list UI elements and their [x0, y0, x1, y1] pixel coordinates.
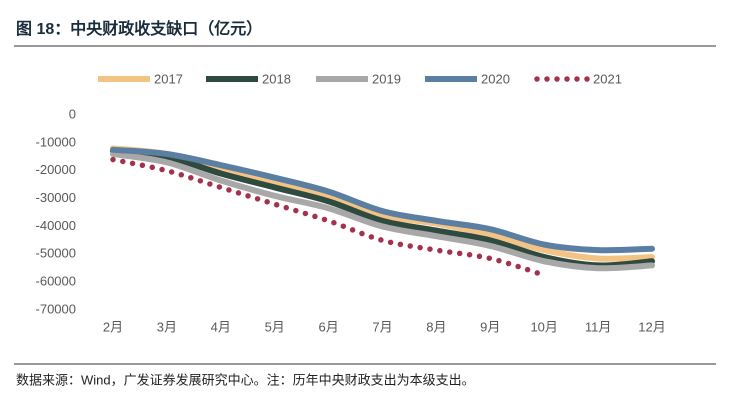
legend-label: 2018	[262, 71, 291, 86]
x-tick-label: 4月	[211, 319, 231, 334]
y-tick-label: -70000	[36, 301, 76, 316]
series-line	[110, 151, 655, 272]
y-tick-label: -10000	[36, 134, 76, 149]
x-tick-label: 11月	[585, 319, 612, 334]
y-tick-label: -30000	[36, 190, 76, 205]
source-note: 数据来源：Wind，广发证券发展研究中心。注：历年中央财政支出为本级支出。	[16, 372, 475, 387]
x-tick-label: 2月	[103, 319, 123, 334]
legend-label: 2021	[593, 71, 622, 86]
series-line	[110, 156, 547, 278]
y-tick-label: -50000	[36, 246, 76, 261]
chart-title: 图 18：中央财政收支缺口（亿元）	[16, 19, 262, 38]
legend-label: 2017	[154, 71, 183, 86]
y-tick-label: -60000	[36, 274, 76, 289]
y-tick-label: 0	[69, 106, 76, 121]
x-tick-label: 7月	[372, 319, 392, 334]
x-tick-label: 3月	[157, 319, 177, 334]
x-tick-label: 8月	[426, 319, 446, 334]
series-line	[110, 148, 655, 269]
legend-label: 2019	[372, 71, 401, 86]
x-tick-label: 5月	[265, 319, 285, 334]
x-tick-label: 9月	[480, 319, 500, 334]
series-line	[110, 146, 655, 254]
y-tick-label: -20000	[36, 162, 76, 177]
x-tick-label: 10月	[530, 319, 557, 334]
y-tick-label: -40000	[36, 218, 76, 233]
x-tick-label: 6月	[318, 319, 338, 334]
legend-label: 2020	[481, 71, 510, 86]
x-tick-label: 12月	[638, 319, 665, 334]
